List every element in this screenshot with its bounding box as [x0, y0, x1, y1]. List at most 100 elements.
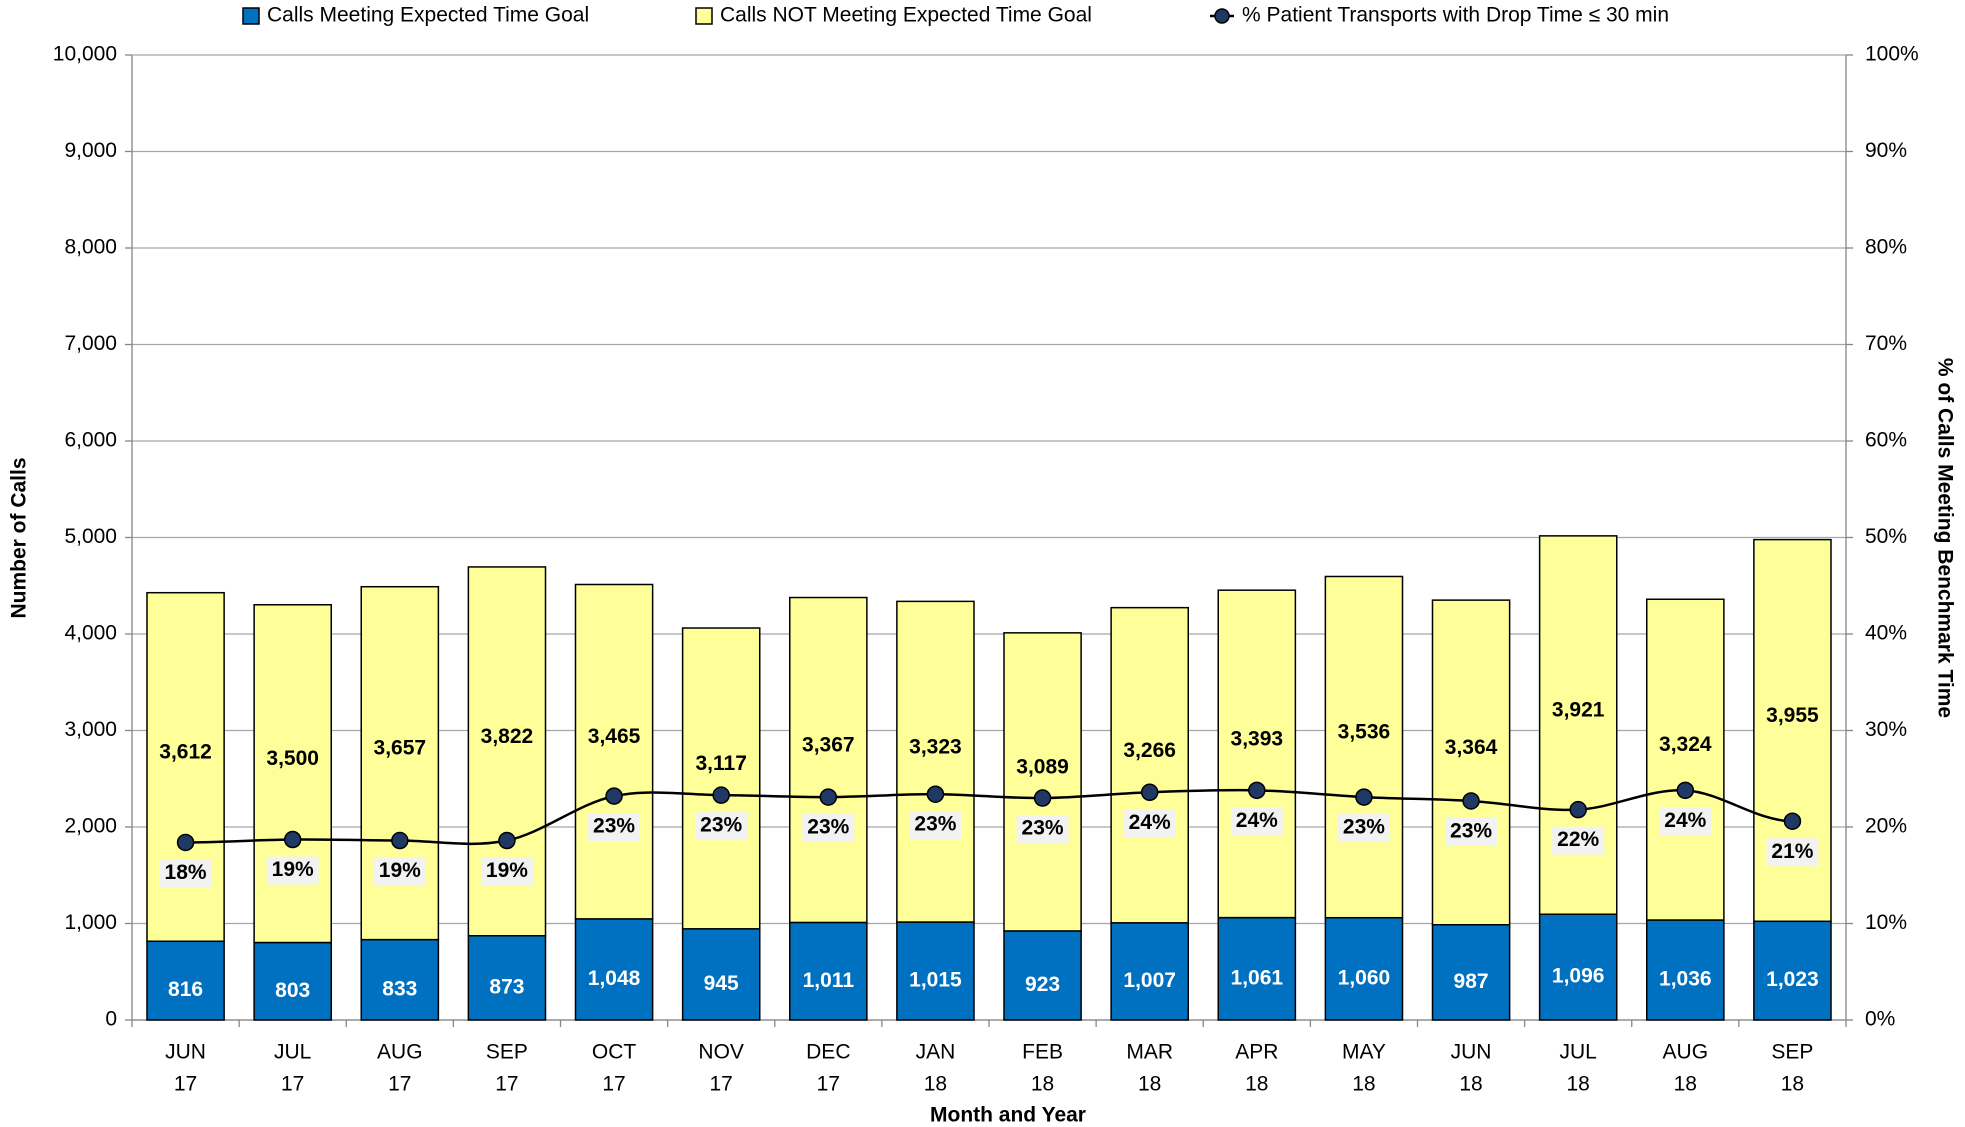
- x-tick-label: OCT: [592, 1041, 637, 1064]
- x-tick-label: 17: [710, 1073, 733, 1096]
- bar-value-label: 3,500: [266, 747, 319, 770]
- bar-value-label: 3,612: [159, 741, 212, 764]
- bar-value-label: 987: [1454, 970, 1489, 993]
- y-tick-label: 10,000: [53, 43, 117, 66]
- x-tick-label: 18: [1674, 1073, 1697, 1096]
- bar: [1538, 913, 1618, 1021]
- bar-value-label: 1,015: [909, 969, 962, 992]
- y-tick-label: 9,000: [64, 139, 117, 162]
- line-value-label: 18%: [165, 861, 207, 884]
- bar-value-label: 1,036: [1659, 968, 1712, 991]
- x-tick-label: 18: [1781, 1073, 1804, 1096]
- x-tick-label: SEP: [1771, 1041, 1813, 1064]
- bar: [146, 940, 225, 1021]
- y-tick-label: 4,000: [64, 622, 117, 645]
- bar-value-label: 3,536: [1338, 721, 1391, 744]
- y2-tick-label: 90%: [1865, 139, 1907, 162]
- x-tick-label: 18: [1138, 1073, 1161, 1096]
- label-background: [1766, 838, 1819, 867]
- x-axis-title: Month and Year: [930, 1104, 1086, 1127]
- bar: [1003, 930, 1082, 1021]
- x-tick-label: 18: [1352, 1073, 1375, 1096]
- y2-tick-label: 0%: [1865, 1008, 1895, 1031]
- line-value-label: 23%: [1343, 816, 1385, 839]
- x-tick-label: JAN: [916, 1041, 956, 1064]
- bar-value-label: 923: [1025, 973, 1060, 996]
- bar: [1217, 589, 1297, 919]
- bar-value-label: 3,921: [1552, 699, 1605, 722]
- y-axis-title: Number of Calls: [8, 457, 31, 618]
- line-value-label: 19%: [486, 859, 528, 882]
- y2-tick-label: 20%: [1865, 815, 1907, 838]
- legend-swatch: [695, 7, 713, 25]
- bar: [681, 627, 761, 930]
- bar-value-label: 3,367: [802, 734, 855, 757]
- bar: [360, 585, 440, 941]
- bar-value-label: 945: [704, 972, 739, 995]
- bar: [788, 921, 868, 1021]
- label-background: [588, 813, 641, 842]
- y-tick-label: 0: [105, 1008, 117, 1031]
- bar-value-label: 3,117: [695, 752, 746, 775]
- line-marker: [1248, 781, 1266, 800]
- line-value-label: 24%: [1129, 811, 1171, 834]
- bar: [1110, 606, 1190, 924]
- y-tick-label: 1,000: [64, 911, 117, 934]
- label-background: [802, 814, 855, 843]
- bar-value-label: 1,023: [1766, 968, 1819, 991]
- line-value-label: 19%: [272, 858, 314, 881]
- x-tick-label: 17: [817, 1073, 840, 1096]
- bar-value-label: 3,089: [1016, 755, 1069, 778]
- x-tick-label: NOV: [698, 1041, 744, 1064]
- x-tick-label: SEP: [486, 1041, 528, 1064]
- legend-label: % Patient Transports with Drop Time ≤ 30…: [1242, 4, 1669, 27]
- bar: [1003, 632, 1082, 932]
- x-tick-label: 18: [924, 1073, 947, 1096]
- y-tick-label: 8,000: [64, 236, 117, 259]
- bar-value-label: 1,011: [803, 969, 855, 992]
- y2-axis-title: % of Calls Meeting Benchmark Time: [1933, 358, 1956, 718]
- label-background: [909, 811, 962, 840]
- bar: [1753, 920, 1832, 1021]
- y-tick-label: 7,000: [64, 332, 117, 355]
- line-marker: [1355, 788, 1373, 806]
- bar: [1645, 919, 1725, 1021]
- y-tick-label: 6,000: [64, 429, 117, 452]
- bar-value-label: 816: [168, 978, 203, 1001]
- y2-tick-label: 10%: [1865, 911, 1907, 934]
- y2-tick-label: 30%: [1865, 718, 1907, 741]
- legend-label: Calls NOT Meeting Expected Time Goal: [720, 4, 1092, 27]
- bar: [1431, 599, 1511, 926]
- label-background: [1230, 807, 1283, 836]
- label-background: [480, 857, 533, 886]
- x-tick-label: 17: [281, 1073, 304, 1096]
- bar-value-label: 1,061: [1231, 966, 1284, 989]
- x-tick-label: 17: [388, 1073, 411, 1096]
- bar-value-label: 3,364: [1445, 736, 1498, 759]
- line-marker: [819, 788, 838, 806]
- x-tick-label: 18: [1459, 1073, 1482, 1096]
- label-background: [266, 856, 319, 885]
- bar-value-label: 803: [275, 979, 310, 1002]
- label-background: [1659, 807, 1712, 836]
- y2-tick-label: 80%: [1865, 236, 1907, 259]
- line-marker: [1569, 800, 1587, 819]
- bar-value-label: 873: [489, 975, 524, 998]
- bar-value-label: 1,048: [588, 967, 641, 990]
- x-tick-label: JUN: [1451, 1041, 1492, 1064]
- line-marker: [498, 831, 516, 850]
- label-background: [695, 812, 748, 841]
- line-marker: [1140, 783, 1159, 802]
- bar: [1217, 916, 1297, 1021]
- line-value-label: 24%: [1236, 809, 1278, 832]
- line-value-label: 23%: [1022, 817, 1064, 840]
- bar: [681, 928, 761, 1021]
- x-tick-label: MAR: [1126, 1041, 1173, 1064]
- line-marker: [1783, 812, 1802, 830]
- line-value-label: 23%: [807, 816, 849, 839]
- label-background: [1016, 815, 1069, 844]
- line-marker: [926, 785, 945, 803]
- line-marker: [1676, 781, 1695, 800]
- bar-value-label: 1,096: [1552, 965, 1605, 988]
